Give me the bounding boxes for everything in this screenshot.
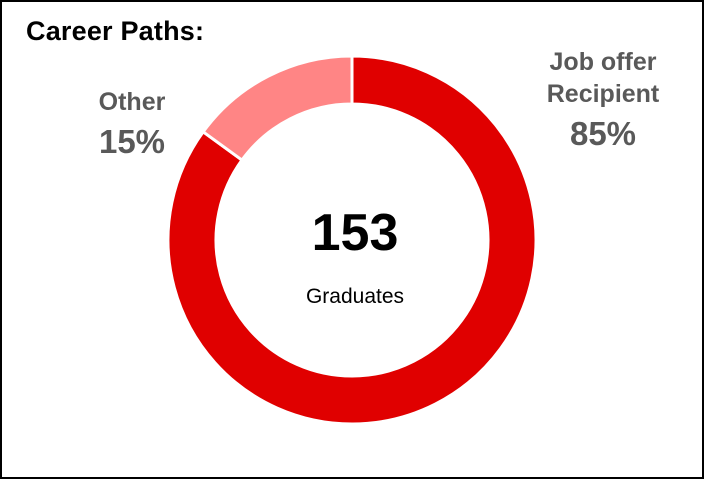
center-label: Graduates	[305, 285, 405, 308]
chart-title: Career Paths:	[26, 16, 205, 46]
slice-value-job-offer: 85%	[569, 115, 637, 152]
slice-name-job-offer-line1: Job offer	[549, 48, 657, 76]
slice-value-other: 15%	[98, 123, 166, 160]
donut-slice-other	[201, 54, 354, 163]
slice-label-job-offer: Job offer Recipient 85%	[528, 46, 678, 158]
center-total: 153	[311, 204, 399, 262]
slice-label-other: Other 15%	[72, 86, 192, 166]
slice-name-job-offer-line2: Recipient	[546, 80, 660, 108]
slice-name-other: Other	[98, 88, 166, 116]
donut-slice-job-offer-recipient	[166, 54, 538, 426]
